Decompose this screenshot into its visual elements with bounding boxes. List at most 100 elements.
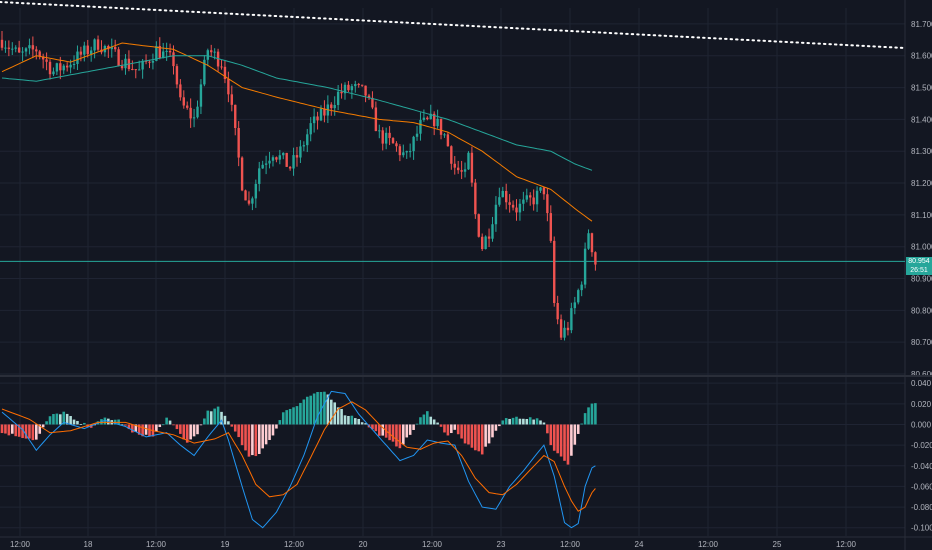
candle-body [343,84,347,94]
macd-axis-tick: 0.020 [911,400,932,409]
time-axis-tick: 24 [635,540,644,549]
macd-histogram-bar [141,424,144,437]
macd-histogram-bar [463,424,467,444]
candle-body [505,190,508,203]
macd-histogram-bar [48,416,52,425]
macd-histogram-bar [59,414,62,425]
macd-histogram-bar [487,424,491,444]
macd-histogram-bar [179,424,182,434]
price-axis-tick: 80.900 [911,275,932,284]
time-axis-tick: 25 [773,540,782,549]
macd-histogram-bar [69,416,72,425]
macd-histogram-bar [21,424,24,439]
time-axis-tick: 12:00 [698,540,719,549]
macd-histogram-bar [319,391,323,425]
macd-histogram-bar [72,419,76,425]
candle-body [110,47,113,50]
macd-histogram-bar [223,415,227,425]
macd-histogram-bar [120,424,124,426]
moving-average-orange [1,42,593,222]
candle-body [518,203,522,213]
candle-body [515,207,518,213]
candle-body [408,151,412,153]
macd-histogram-bar [189,424,192,440]
candle-body [580,284,583,291]
candle-body [285,152,288,167]
macd-histogram-bar [158,424,162,428]
macd-histogram-bar [498,424,501,427]
macd-histogram-bar [79,424,83,425]
candle-body [282,152,285,156]
macd-histogram-bar [275,424,278,429]
macd-histogram-bar [539,420,542,425]
macd-histogram-bar [412,424,415,430]
macd-axis-tick: -0.100 [911,524,932,533]
macd-histogram-bar [590,403,594,425]
macd-histogram-bar [237,424,240,438]
macd-histogram-bar [305,396,309,425]
candle-body [432,113,436,127]
macd-axis-tick: 0.000 [911,420,932,429]
candle-body [4,47,7,49]
macd-histogram-bar [17,424,21,437]
candle-body [450,146,453,164]
candle-body [196,106,199,118]
candle-body [165,50,168,52]
time-axis-tick: 20 [359,540,368,549]
candle-body [65,65,69,68]
macd-histogram-bar [192,424,196,437]
macd-histogram-bar [292,407,295,425]
macd-histogram-bar [268,424,271,441]
macd-histogram-bar [227,421,230,425]
time-axis-tick: 12:00 [422,540,443,549]
candle-body [463,169,467,172]
time-axis-tick: 18 [84,540,93,549]
macd-histogram-bar [220,411,223,425]
macd-histogram-bar [76,420,79,425]
candle-body [271,157,275,161]
candle-body [546,194,549,214]
candle-body [395,143,398,147]
price-axis-tick: 81.200 [911,179,932,188]
macd-histogram-bar [261,424,264,449]
candle-body [426,117,429,120]
macd-histogram-bar [45,421,48,425]
candle-body [484,236,487,250]
candle-body [158,45,161,59]
candle-body [24,48,28,52]
candle-body [357,84,360,86]
macd-histogram-bar [378,424,381,436]
macd-histogram-bar [511,417,515,425]
candle-body [220,66,223,68]
candle-body [501,190,504,198]
candle-body [131,69,134,71]
macd-histogram-bar [0,424,4,434]
macd-histogram-bar [408,424,412,435]
candle-body [258,168,261,184]
candle-body [21,51,24,53]
macd-histogram-bar [14,424,18,437]
macd-axis-tick: -0.080 [911,503,932,512]
price-axis-tick: 81.000 [911,243,932,252]
macd-histogram-bar [155,424,158,432]
candle-body [316,116,319,121]
macd-histogram-bar [491,424,494,438]
macd-histogram-bar [549,424,553,446]
macd-histogram-bar [583,413,587,425]
candle-body [155,45,158,61]
candle-body [470,152,474,183]
candle-body [391,138,395,144]
candle-body [443,134,446,136]
macd-histogram-bar [233,424,237,432]
macd-histogram-bar [391,424,395,442]
candle-body [354,84,357,87]
candle-body [120,65,124,69]
candle-body [41,56,45,60]
price-axis-tick: 81.100 [911,211,932,220]
macd-histogram-bar [508,418,511,425]
candle-body [203,59,206,85]
candle-body [556,302,559,320]
candle-body [210,50,213,53]
candle-body [439,118,443,135]
